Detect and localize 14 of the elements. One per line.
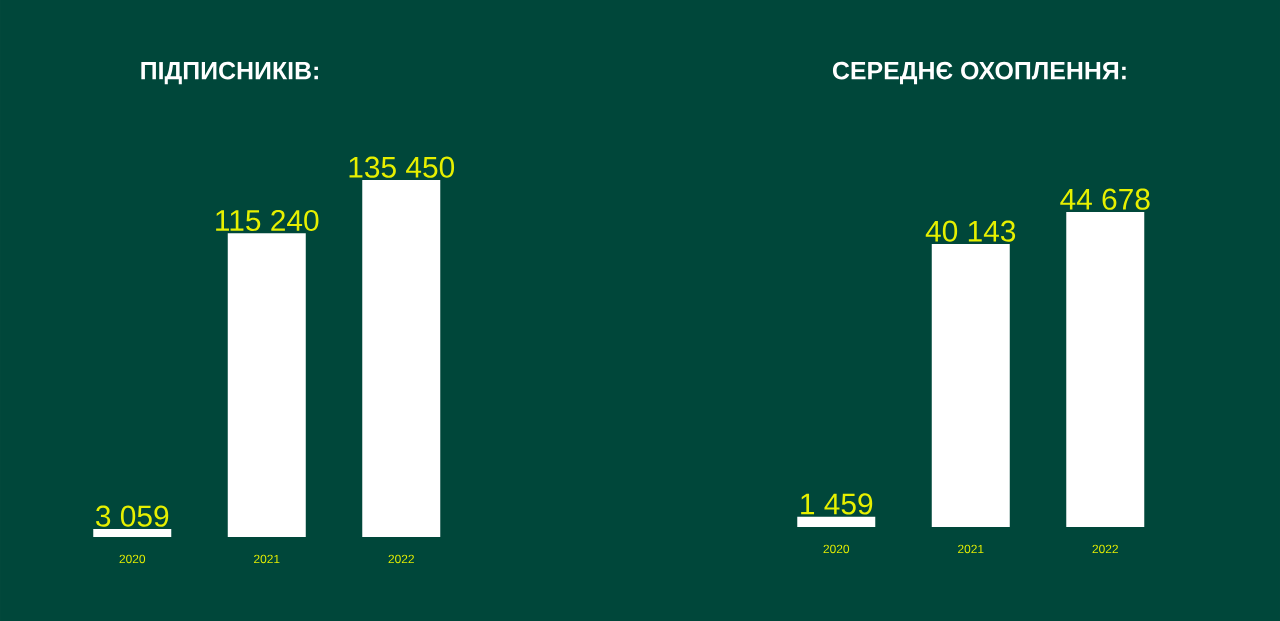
data-label: 135 450	[349, 156, 455, 178]
chart-title: ПІДПИСНИКІВ:	[141, 61, 318, 85]
x-tick-label: 2020	[823, 544, 850, 554]
chart-title: СЕРЕДНЄ ОХОПЛЕННЯ:	[832, 61, 1126, 85]
x-tick-label: 2020	[119, 554, 146, 564]
data-label: 3 059	[96, 505, 169, 527]
x-tick-label: 2022	[1092, 544, 1118, 554]
data-label: 44 678	[1060, 188, 1150, 210]
data-label: 1 459	[801, 493, 873, 515]
data-label: 115 240	[216, 209, 319, 232]
x-tick-label: 2022	[388, 554, 414, 564]
data-label: 40 143	[925, 220, 1016, 242]
x-tick-label: 2021	[958, 544, 984, 554]
x-tick-label: 2021	[254, 554, 280, 564]
